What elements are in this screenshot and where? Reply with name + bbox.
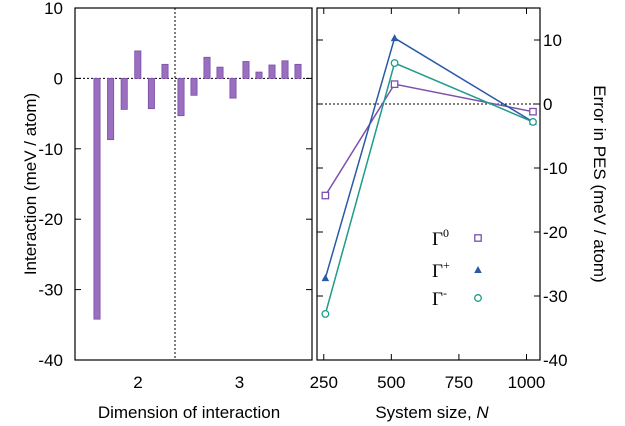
y-axis-label: Interaction (meV / atom): [21, 93, 40, 275]
data-point: [321, 191, 330, 200]
bar: [255, 71, 263, 79]
bar: [177, 78, 185, 117]
x-axis-label: Dimension of interaction: [98, 403, 280, 422]
plot-frame: [74, 7, 313, 361]
bar: [93, 78, 101, 320]
bar: [161, 63, 169, 79]
bar: [190, 78, 198, 96]
x-tick-label: 3: [235, 373, 244, 392]
bar: [268, 64, 276, 79]
legend-marker: [474, 266, 482, 273]
bar: [120, 78, 128, 110]
x-axis-label: System size, N: [375, 403, 489, 422]
x-tick-label: 250: [310, 373, 338, 392]
legend-marker: [474, 294, 482, 302]
bar: [281, 60, 289, 79]
bar: [216, 66, 224, 79]
y-tick-label: -40: [543, 351, 568, 370]
x-tick-label: 500: [377, 373, 405, 392]
y-tick-label: -30: [38, 281, 63, 300]
plot-frame: [316, 7, 541, 361]
y-tick-label: -20: [543, 223, 568, 242]
data-point: [390, 34, 399, 42]
y-tick-label: 0: [54, 69, 63, 88]
bar: [203, 56, 211, 79]
y-tick-label: -10: [543, 159, 568, 178]
series-line: [324, 83, 534, 196]
y-tick-label: -30: [543, 287, 568, 306]
pes-error-line-chart: 10 0 -10 -20 -30 -40 250 500 750 1000 Γ0 Γ+ Γ- System…: [310, 7, 609, 422]
data-point: [529, 117, 537, 126]
data-point: [321, 309, 330, 318]
bar: [134, 50, 142, 79]
legend-label: Γ0: [432, 226, 449, 250]
y-tick-label: 10: [44, 0, 63, 18]
bar: [147, 78, 155, 110]
legend: Γ0 Γ+ Γ-: [432, 226, 482, 310]
data-point: [321, 274, 330, 282]
series-line: [324, 36, 534, 279]
y-tick-label: -40: [38, 351, 63, 370]
x-tick-label: 2: [133, 373, 142, 392]
bar: [107, 78, 115, 141]
x-tick-label: 1000: [508, 373, 546, 392]
y-axis-label: Error in PES (meV / atom): [590, 85, 609, 282]
y-tick-label: -10: [38, 140, 63, 159]
legend-label: Γ-: [432, 286, 447, 310]
bar: [242, 61, 250, 79]
bar: [229, 78, 237, 99]
data-point: [390, 59, 399, 67]
bar: [294, 63, 302, 79]
legend-label: Γ+: [432, 258, 450, 282]
legend-marker: [474, 234, 482, 242]
y-tick-label: 10: [543, 31, 562, 50]
series-line: [324, 62, 534, 315]
x-tick-label: 750: [445, 373, 473, 392]
y-tick-label: 0: [543, 95, 552, 114]
interaction-bar-chart: 10 0 -10 -20 -30 -40 2 3 Dimension of interactio…: [21, 0, 313, 422]
data-point: [529, 107, 537, 116]
y-tick-label: -20: [38, 210, 63, 229]
data-point: [390, 80, 399, 89]
